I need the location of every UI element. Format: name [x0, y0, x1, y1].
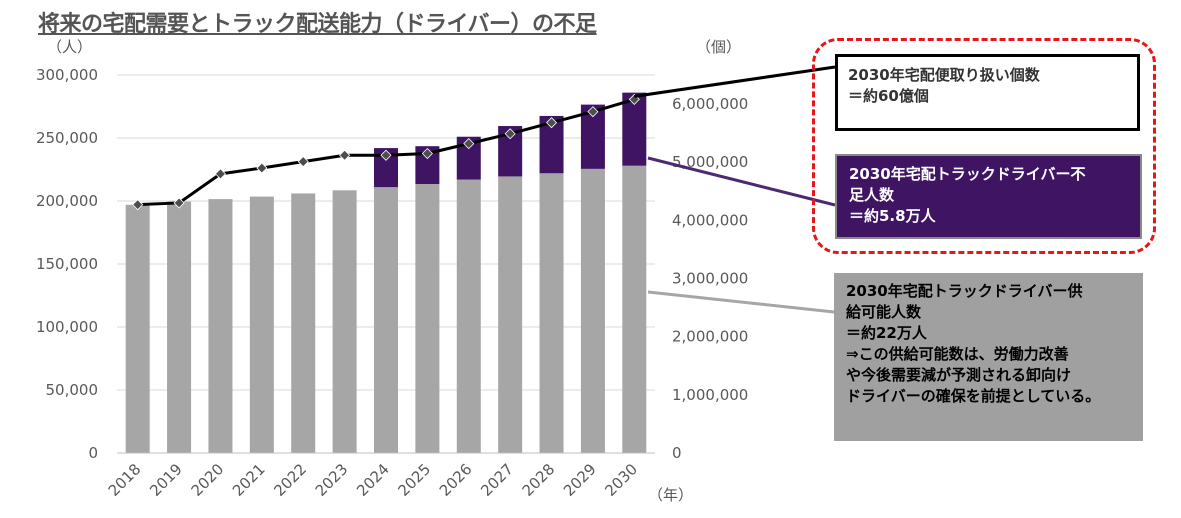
x-tick-label: 2028 [519, 460, 559, 500]
supply-bar [125, 204, 150, 453]
annotation-line: 2030年宅配トラックドライバー不 [849, 165, 1086, 183]
demand-marker [256, 162, 268, 174]
annotation-driver-supply: 2030年宅配トラックドライバー供 給可能人数 ＝約22万人 ⇒この供給可能数は… [834, 273, 1143, 441]
annotation-line: 給可能人数 [846, 303, 922, 321]
y-left-tick-label: 250,000 [36, 129, 98, 147]
x-tick-label: 2018 [105, 460, 145, 500]
y-left-unit-label: （人） [47, 38, 92, 56]
x-tick-label: 2026 [436, 460, 476, 500]
y-right-tick-label: 4,000,000 [672, 211, 748, 229]
y-right-tick-label: 5,000,000 [672, 153, 748, 171]
annotation-line: ＝約5.8万人 [849, 207, 936, 225]
y-right-tick-label: 2,000,000 [672, 328, 748, 346]
shortage-bar [498, 126, 523, 177]
x-tick-label: 2021 [229, 460, 269, 500]
supply-bar [498, 176, 523, 453]
supply-bar [456, 179, 481, 453]
supply-bar [167, 201, 192, 453]
annotation-line: 2030年宅配便取り扱い個数 [848, 66, 1040, 84]
x-tick-label: 2019 [146, 460, 186, 500]
callout-line-total [634, 65, 836, 98]
y-left-tick-label: 50,000 [46, 381, 99, 399]
annotation-line: ドライバーの確保を前提としている。 [846, 387, 1101, 405]
demand-marker [421, 147, 433, 160]
x-tick-label: 2022 [270, 460, 310, 500]
supply-bar [291, 193, 316, 453]
demand-marker [504, 128, 516, 140]
demand-marker [380, 149, 392, 161]
y-left-tick-label: 0 [88, 444, 98, 462]
annotation-total-parcels: 2030年宅配便取り扱い個数 ＝約60億個 [835, 54, 1140, 131]
y-left-tick-label: 200,000 [36, 192, 98, 210]
callout-line-supply [647, 290, 835, 314]
callout-line-shortage [647, 156, 836, 207]
y-right-tick-label: 0 [672, 444, 682, 462]
y-left-tick-label: 150,000 [36, 255, 98, 273]
supply-bar [208, 199, 233, 453]
annotation-line: 足人数 [849, 186, 895, 204]
x-tick-label: 2023 [312, 460, 352, 500]
y-right-tick-label: 6,000,000 [672, 95, 748, 113]
annotation-line: ＝約22万人 [846, 324, 927, 342]
highlight-frame [812, 38, 1156, 254]
supply-bar [374, 187, 398, 453]
annotation-line: 2030年宅配トラックドライバー供 [846, 282, 1083, 300]
x-tick-label: 2030 [601, 460, 641, 500]
annotation-line: や今後需要減が予測される卸向け [846, 366, 1072, 384]
demand-marker [545, 117, 558, 129]
supply-bar [415, 183, 440, 454]
x-tick-label: 2024 [353, 460, 393, 500]
x-tick-label: 2027 [477, 460, 517, 500]
y-right-tick-label: 1,000,000 [672, 386, 748, 404]
x-tick-label: 2029 [560, 460, 600, 500]
demand-marker [628, 93, 640, 105]
y-left-tick-label: 300,000 [36, 66, 98, 84]
supply-bar [580, 168, 605, 453]
x-tick-label: 2020 [188, 460, 228, 500]
demand-marker [132, 199, 144, 211]
chart-title: 将来の宅配需要とトラック配送能力（ドライバー）の不足 [38, 12, 597, 37]
demand-marker [463, 138, 475, 150]
y-right-unit-label: （個） [696, 38, 741, 56]
supply-bar [622, 165, 647, 453]
annotation-driver-shortage: 2030年宅配トラックドライバー不 足人数 ＝約5.8万人 [835, 154, 1142, 239]
x-unit-label: （年） [648, 486, 693, 504]
demand-marker [297, 156, 309, 168]
x-tick-label: 2025 [394, 460, 434, 500]
demand-marker [173, 197, 185, 209]
demand-marker [214, 168, 227, 180]
annotation-line: ＝約60億個 [848, 87, 929, 105]
supply-bar [249, 196, 274, 453]
y-left-tick-label: 100,000 [36, 318, 98, 336]
demand-marker [587, 106, 599, 118]
annotation-line: ⇒この供給可能数は、労働力改善 [846, 345, 1069, 363]
supply-bar [539, 173, 564, 453]
demand-marker [339, 149, 351, 161]
y-right-tick-label: 3,000,000 [672, 270, 748, 288]
supply-bar [332, 190, 357, 454]
